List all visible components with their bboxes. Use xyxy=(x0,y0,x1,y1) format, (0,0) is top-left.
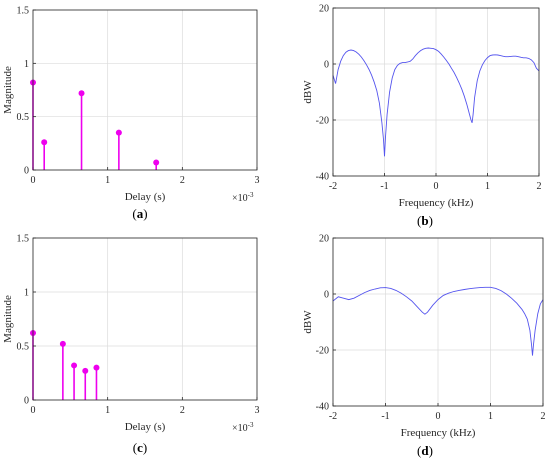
caption-close-paren: ) xyxy=(143,440,147,455)
caption-letter: a xyxy=(137,206,144,221)
x-tick-label: 2 xyxy=(180,405,185,416)
stem-marker xyxy=(59,340,66,347)
series-line xyxy=(332,47,540,157)
axes-frame xyxy=(32,9,258,171)
stem-marker xyxy=(41,139,48,146)
y-tick-label: 0.5 xyxy=(17,112,30,123)
stem-marker xyxy=(78,90,85,97)
x-tick-label: 2 xyxy=(541,411,546,422)
x-tick-label: 3 xyxy=(255,405,260,416)
x-tick-label: 1 xyxy=(488,411,493,422)
x-axis-label: Frequency (kHz) xyxy=(399,197,474,209)
y-tick-label: -20 xyxy=(316,116,329,127)
x-tick-label: 0 xyxy=(31,405,36,416)
y-tick-label: 0 xyxy=(24,166,29,177)
y-tick-label: -20 xyxy=(316,346,329,357)
caption-letter: d xyxy=(421,443,429,458)
x-tick-label: -2 xyxy=(329,411,337,422)
y-tick-label: 0 xyxy=(324,60,329,71)
panel-caption: (b) xyxy=(417,213,433,228)
x-tick-label: 2 xyxy=(180,175,185,186)
x-tick-label: 0 xyxy=(434,181,439,192)
caption-open-paren: ( xyxy=(417,213,421,228)
y-tick-label: 1 xyxy=(24,59,29,70)
y-tick-label: 20 xyxy=(319,4,329,15)
panel-caption: (d) xyxy=(417,443,433,458)
caption-letter: c xyxy=(137,440,143,455)
panel-caption: (a) xyxy=(132,206,147,221)
y-tick-label: 0 xyxy=(324,290,329,301)
x-multiplier-exponent: -3 xyxy=(248,191,254,199)
stem-marker xyxy=(153,159,160,166)
x-tick-label: -1 xyxy=(380,181,388,192)
x-tick-label: 1 xyxy=(105,405,110,416)
y-tick-label: 20 xyxy=(319,234,329,245)
caption-open-paren: ( xyxy=(133,440,137,455)
x-tick-label: 3 xyxy=(255,175,260,186)
stem-marker xyxy=(82,367,89,374)
chart-b: -2 -1 0 1 2 -40 -20 0 20 Frequency (kHz) dBW (b) xyxy=(302,4,542,229)
axes-frame xyxy=(32,237,258,401)
x-axis-label: Frequency (kHz) xyxy=(401,427,476,439)
stem-marker xyxy=(93,364,100,371)
y-tick-label: -40 xyxy=(316,402,329,413)
x-tick-label: 0 xyxy=(31,175,36,186)
y-axis-label: dBW xyxy=(302,80,314,104)
series-line xyxy=(332,286,544,356)
x-multiplier-base: ×10 xyxy=(232,423,248,434)
stem-marker xyxy=(71,362,78,369)
x-tick-label: 1 xyxy=(485,181,490,192)
y-tick-label: 0.5 xyxy=(17,342,30,353)
y-tick-label: -40 xyxy=(316,172,329,183)
caption-close-paren: ) xyxy=(143,206,147,221)
chart-d: -2 -1 0 1 2 -40 -20 0 20 Frequency (kHz) dBW (d) xyxy=(302,234,546,459)
y-tick-label: 1.5 xyxy=(17,6,30,17)
y-axis-label: dBW xyxy=(302,310,314,334)
x-multiplier-exponent: -3 xyxy=(248,421,254,429)
panel-caption: (c) xyxy=(133,440,147,455)
chart-a: 0 1 2 3 0 0.5 1 1.5 Delay (s) Magnitude ×10-3 (a) xyxy=(2,6,260,222)
stem-marker xyxy=(115,129,122,136)
x-tick-label: 2 xyxy=(537,181,542,192)
y-axis-label: Magnitude xyxy=(2,66,14,114)
x-multiplier: ×10-3 xyxy=(232,421,254,434)
y-tick-label: 0 xyxy=(24,396,29,407)
x-tick-label: -1 xyxy=(381,411,389,422)
caption-close-paren: ) xyxy=(429,443,433,458)
y-tick-label: 1 xyxy=(24,288,29,299)
x-axis-label: Delay (s) xyxy=(125,191,166,203)
chart-c: 0 1 2 3 0 0.5 1 1.5 Delay (s) Magnitude ×10-3 (c) xyxy=(2,234,260,456)
x-tick-label: -2 xyxy=(329,181,337,192)
caption-letter: b xyxy=(421,213,428,228)
y-tick-label: 1.5 xyxy=(17,234,30,245)
caption-close-paren: ) xyxy=(429,213,433,228)
x-tick-label: 0 xyxy=(436,411,441,422)
x-multiplier-base: ×10 xyxy=(232,193,248,204)
x-axis-label: Delay (s) xyxy=(125,421,166,433)
x-tick-label: 1 xyxy=(105,175,110,186)
x-multiplier: ×10-3 xyxy=(232,191,254,204)
caption-open-paren: ( xyxy=(132,206,136,221)
caption-open-paren: ( xyxy=(417,443,421,458)
y-axis-label: Magnitude xyxy=(2,295,14,343)
